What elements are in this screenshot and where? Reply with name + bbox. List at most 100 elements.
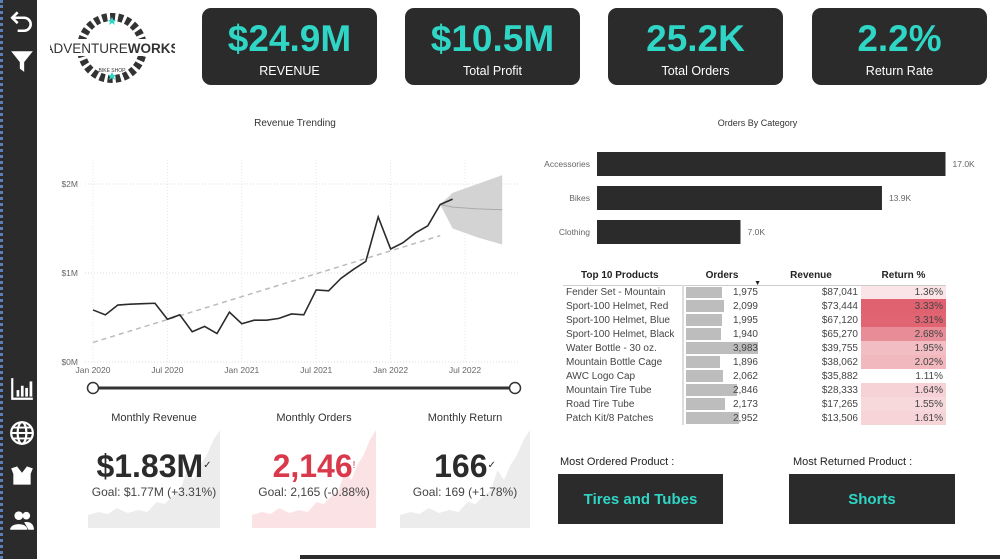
back-arrow-icon[interactable]	[9, 8, 35, 34]
revenue-value: $87,041	[821, 286, 858, 298]
data-point	[414, 231, 417, 234]
header-revenue[interactable]: Revenue	[761, 266, 861, 286]
category-label: Clothing	[559, 227, 590, 237]
orders-cell: 2,173	[682, 397, 761, 411]
revenue-value: $28,333	[821, 384, 858, 396]
filter-icon[interactable]	[9, 48, 35, 74]
data-point	[253, 319, 256, 322]
kpi-total-orders: 25.2K Total Orders	[608, 8, 783, 85]
data-point	[402, 241, 405, 244]
monthly-value: 166	[434, 448, 488, 484]
orders-value: 3,983	[732, 342, 758, 354]
header-return[interactable]: Return %	[861, 266, 946, 286]
return-value: 2.02%	[861, 355, 946, 369]
orders-databar	[686, 370, 724, 382]
bar-chart-icon[interactable]	[9, 376, 35, 402]
x-tick-label: Jan 2022	[373, 365, 408, 375]
forecast-band	[440, 175, 503, 245]
orders-cell: 2,952	[682, 411, 761, 425]
monthly-card-title: Monthly Return	[427, 412, 503, 424]
warning-icon: !	[352, 460, 356, 471]
revenue-value: $38,062	[821, 356, 858, 368]
orders-databar	[686, 328, 722, 340]
trend-line	[92, 234, 441, 344]
data-point	[240, 322, 243, 325]
revenue-value: $13,506	[821, 412, 858, 424]
svg-text:BIKE SHOP: BIKE SHOP	[99, 68, 127, 74]
kpi-value: $24.9M	[227, 18, 352, 59]
header-product[interactable]: Top 10 Products	[563, 266, 683, 286]
kpi-label: REVENUE	[259, 64, 320, 78]
table-row[interactable]: Fender Set - Mountain 1,975 $87,041 1.36…	[563, 285, 946, 299]
orders-by-category-chart[interactable]: Accessories 17.0K Bikes 13.9K Clothing 7.0K	[530, 140, 1000, 250]
kpi-value: $10.5M	[430, 18, 555, 59]
product-name: Sport-100 Helmet, Black	[566, 328, 675, 340]
most-ordered-label: Most Ordered Product :	[560, 456, 675, 468]
monthly-card-monthly-return: Monthly Return 166✓ Goal: 169 (+1.78%)	[400, 410, 530, 530]
revenue-series-line	[92, 198, 453, 335]
data-point	[315, 288, 318, 291]
forecast-line	[440, 203, 503, 211]
table-row[interactable]: Water Bottle - 30 oz. 3,983 $39,755 1.95…	[563, 341, 946, 355]
product-name: Mountain Bottle Cage	[566, 356, 663, 368]
category-label: Bikes	[569, 193, 590, 203]
category-bar	[597, 152, 946, 176]
header-orders-label: Orders	[705, 269, 739, 281]
users-icon[interactable]	[9, 507, 35, 533]
table-header-row: Top 10 Products Orders ▼ Revenue Return %	[563, 266, 946, 287]
box-icon[interactable]	[9, 463, 35, 489]
most-returned-value: Shorts	[789, 474, 955, 524]
revenue-trending-chart[interactable]: $0M $1M $2M Jan 2020 Jul 2020 Jan 2021 Jul 202…	[40, 130, 530, 400]
orders-databar	[686, 384, 738, 396]
data-point	[203, 325, 206, 328]
monthly-card-title: Monthly Revenue	[111, 412, 197, 424]
table-row[interactable]: Mountain Bottle Cage 1,896 $38,062 2.02%	[563, 355, 946, 369]
check-icon: ✓	[203, 460, 212, 471]
orders-cell: 1,896	[682, 355, 761, 369]
table-row[interactable]: Road Tire Tube 2,173 $17,265 1.55%	[563, 397, 946, 411]
x-tick-label: Jul 2021	[300, 365, 332, 375]
product-name: AWC Logo Cap	[566, 370, 636, 382]
globe-icon[interactable]	[9, 420, 35, 446]
table-row[interactable]: Sport-100 Helmet, Red 2,099 $73,444 3.33…	[563, 299, 946, 313]
svg-text:ADVENTUREWORKS: ADVENTUREWORKS	[50, 41, 175, 56]
x-tick-label: Jan 2021	[224, 365, 259, 375]
sidebar	[0, 0, 37, 559]
monthly-value: $1.83M	[96, 448, 204, 484]
orders-cell: 1,975	[682, 285, 761, 299]
data-point	[364, 260, 367, 263]
header-orders[interactable]: Orders ▼	[683, 266, 761, 287]
orders-by-category-title: Orders By Category	[717, 118, 798, 128]
bar-value-label: 17.0K	[953, 159, 976, 169]
table-row[interactable]: Patch Kit/8 Patches 2,952 $13,506 1.61%	[563, 411, 946, 425]
table-row[interactable]: AWC Logo Cap 2,062 $35,882 1.11%	[563, 369, 946, 383]
orders-databar	[686, 286, 722, 298]
top-products-table: Top 10 Products Orders ▼ Revenue Return %…	[563, 266, 946, 425]
kpi-label: Return Rate	[865, 64, 934, 78]
orders-value: 1,896	[732, 356, 758, 368]
data-point	[377, 215, 380, 218]
orders-value: 1,940	[732, 328, 758, 340]
slider-handle[interactable]	[86, 381, 100, 395]
orders-cell: 2,846	[682, 383, 761, 397]
orders-value: 1,995	[732, 314, 758, 326]
slider-handle[interactable]	[508, 381, 522, 395]
y-tick-label: $0M	[61, 357, 78, 367]
table-row[interactable]: Sport-100 Helmet, Blue 1,995 $67,120 3.3…	[563, 313, 946, 327]
orders-databar	[686, 342, 758, 354]
orders-databar	[686, 356, 721, 368]
product-name: Patch Kit/8 Patches	[566, 412, 654, 424]
orders-value: 2,173	[732, 398, 758, 410]
return-value: 2.68%	[861, 327, 946, 341]
kpi-revenue: $24.9M REVENUE	[202, 8, 377, 85]
bar-value-label: 13.9K	[889, 193, 912, 203]
revenue-value: $73,444	[821, 300, 858, 312]
most-ordered-value: Tires and Tubes	[558, 474, 723, 524]
table-row[interactable]: Sport-100 Helmet, Black 1,940 $65,270 2.…	[563, 327, 946, 341]
kpi-label: Total Profit	[462, 64, 523, 78]
category-bar	[597, 220, 741, 244]
orders-databar	[686, 314, 723, 326]
orders-databar	[686, 300, 724, 312]
table-row[interactable]: Mountain Tire Tube 2,846 $28,333 1.64%	[563, 383, 946, 397]
product-name: Sport-100 Helmet, Blue	[566, 314, 670, 326]
